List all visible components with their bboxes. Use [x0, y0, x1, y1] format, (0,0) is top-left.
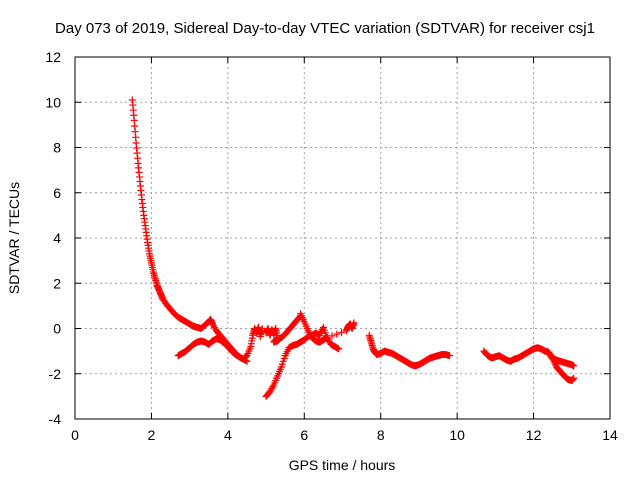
axis-ticks: 0 2 4 6 8 10 12 14 -4 -2 0 2 4 6 8 10 12 [45, 49, 618, 443]
data-point [446, 352, 453, 360]
x-tick-label: 12 [526, 427, 542, 443]
data-point [338, 328, 346, 336]
x-tick-label: 10 [449, 427, 465, 443]
data-point [333, 330, 341, 338]
series-segment-d [296, 310, 358, 346]
data-point [335, 345, 343, 353]
series-segment-b [262, 312, 304, 346]
y-tick-label: 10 [45, 94, 61, 110]
data-point [570, 374, 578, 382]
chart-title: Day 073 of 2019, Sidereal Day-to-day VTE… [55, 20, 595, 37]
grid-lines [75, 57, 610, 419]
data-point [570, 362, 578, 370]
data-point [328, 332, 336, 340]
y-tick-label: 0 [53, 321, 61, 337]
x-tick-label: 8 [377, 427, 385, 443]
data-point [323, 334, 331, 342]
y-tick-label: 6 [53, 185, 61, 201]
y-tick-label: 12 [45, 49, 61, 65]
x-axis-label: GPS time / hours [289, 457, 396, 473]
series-segment-f [480, 344, 578, 370]
series-segment-g [545, 349, 578, 385]
series-segment-e [365, 331, 453, 370]
data-points [128, 96, 578, 400]
y-axis-label: SDTVAR / TECUs [6, 182, 22, 294]
y-tick-label: 8 [53, 140, 61, 156]
x-tick-label: 2 [148, 427, 156, 443]
series-segment-c [262, 323, 343, 400]
y-tick-label: 2 [53, 275, 61, 291]
series-segment-a [174, 323, 266, 363]
x-tick-label: 14 [602, 427, 618, 443]
x-tick-label: 0 [71, 427, 79, 443]
x-tick-label: 6 [300, 427, 308, 443]
plot-frame [74, 56, 611, 420]
y-tick-label: -2 [49, 366, 62, 382]
y-tick-label: -4 [49, 411, 62, 427]
y-tick-label: 4 [53, 230, 61, 246]
x-tick-label: 4 [224, 427, 232, 443]
series-decay [128, 96, 251, 365]
data-point [269, 383, 277, 391]
data-point [350, 319, 358, 327]
